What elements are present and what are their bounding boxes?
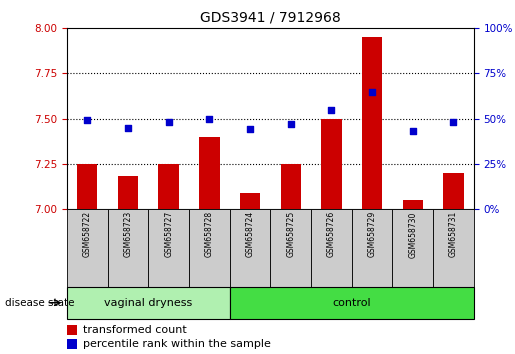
Point xyxy=(205,116,214,121)
Text: disease state: disease state xyxy=(5,298,75,308)
Bar xyxy=(77,164,97,209)
Bar xyxy=(281,164,301,209)
Title: GDS3941 / 7912968: GDS3941 / 7912968 xyxy=(200,10,341,24)
Bar xyxy=(270,209,311,287)
Bar xyxy=(392,209,433,287)
Bar xyxy=(159,164,179,209)
Point xyxy=(368,89,376,95)
Text: GSM658731: GSM658731 xyxy=(449,211,458,257)
Text: percentile rank within the sample: percentile rank within the sample xyxy=(83,339,271,349)
Bar xyxy=(352,209,392,287)
Text: vaginal dryness: vaginal dryness xyxy=(104,298,193,308)
Bar xyxy=(67,209,108,287)
Bar xyxy=(189,209,230,287)
Point xyxy=(328,107,336,113)
Bar xyxy=(67,287,230,319)
Point xyxy=(246,127,254,132)
Bar xyxy=(230,209,270,287)
Text: GSM658727: GSM658727 xyxy=(164,211,173,257)
Bar xyxy=(148,209,189,287)
Bar xyxy=(199,137,219,209)
Point xyxy=(124,125,132,130)
Text: GSM658729: GSM658729 xyxy=(368,211,376,257)
Text: GSM658723: GSM658723 xyxy=(124,211,132,257)
Text: GSM658725: GSM658725 xyxy=(286,211,295,257)
Point xyxy=(165,119,173,125)
Bar xyxy=(433,209,474,287)
Bar xyxy=(67,325,77,335)
Text: GSM658726: GSM658726 xyxy=(327,211,336,257)
Text: transformed count: transformed count xyxy=(83,325,187,335)
Bar xyxy=(118,176,138,209)
Point xyxy=(286,121,295,127)
Point xyxy=(449,119,458,125)
Bar xyxy=(362,37,382,209)
Bar xyxy=(108,209,148,287)
Text: GSM658724: GSM658724 xyxy=(246,211,254,257)
Bar xyxy=(311,209,352,287)
Bar xyxy=(240,193,260,209)
Text: GSM658722: GSM658722 xyxy=(83,211,92,257)
Text: GSM658728: GSM658728 xyxy=(205,211,214,257)
Point xyxy=(409,129,417,134)
Point xyxy=(83,118,92,123)
Bar xyxy=(443,173,464,209)
Text: control: control xyxy=(333,298,371,308)
Bar xyxy=(321,119,341,209)
Bar xyxy=(67,339,77,349)
Text: GSM658730: GSM658730 xyxy=(408,211,417,258)
Bar xyxy=(230,287,474,319)
Bar xyxy=(403,200,423,209)
